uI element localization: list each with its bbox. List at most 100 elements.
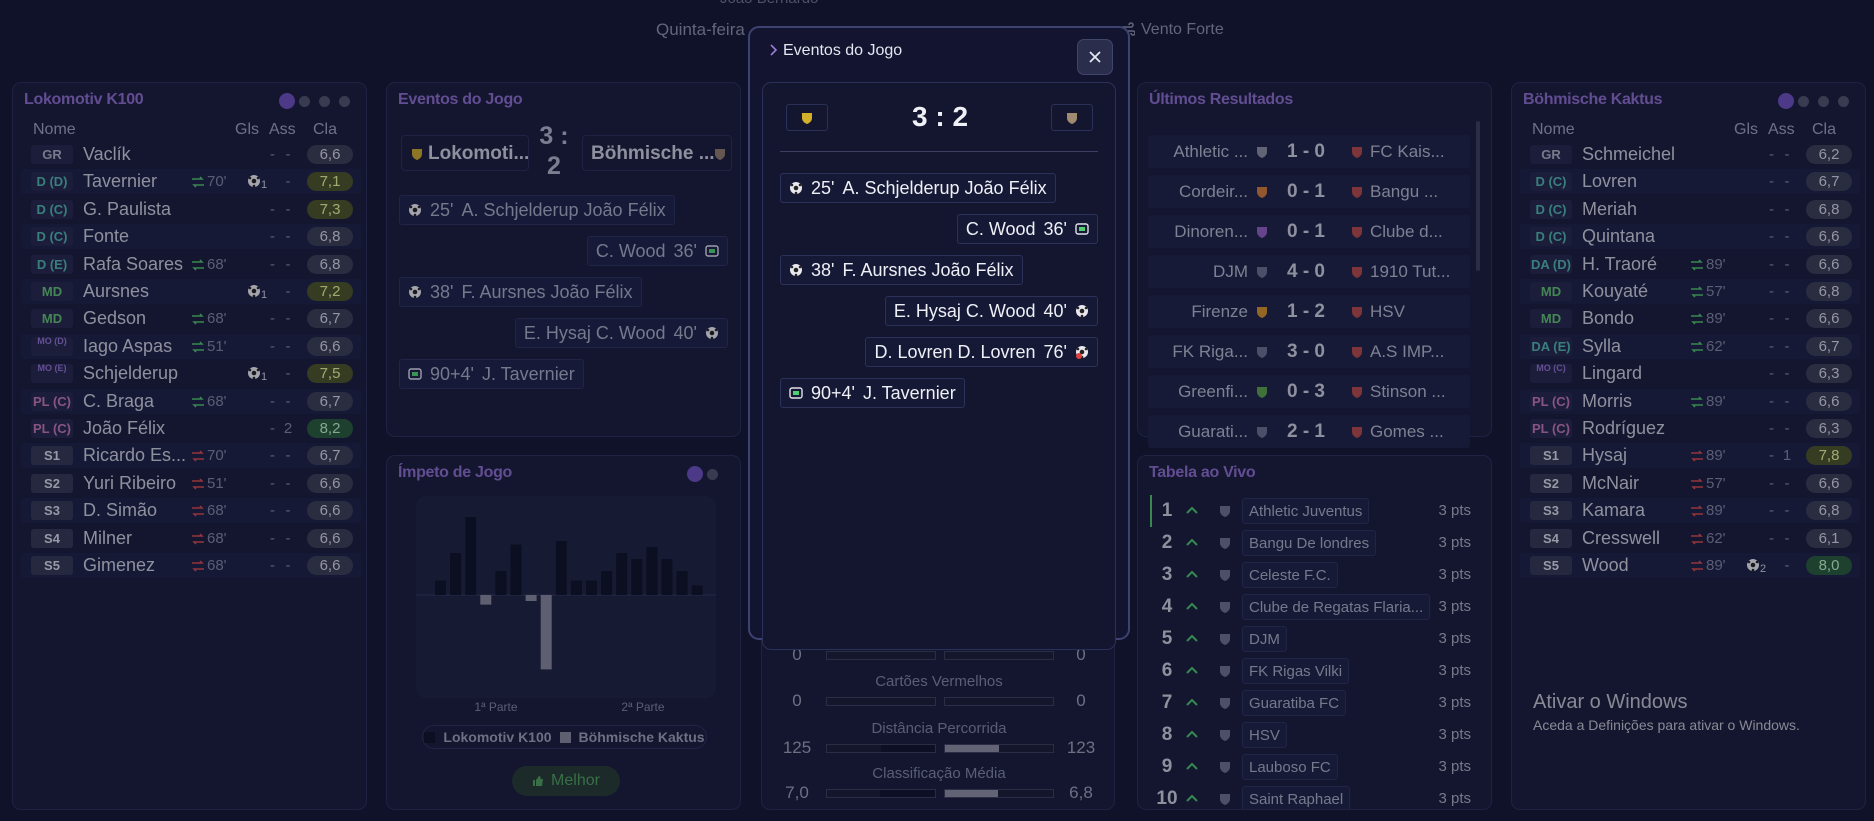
up-icon-part [1186, 762, 1198, 770]
player-name: Gedson [83, 308, 147, 329]
leader-mark [1150, 495, 1152, 527]
ball-icon-part [1747, 560, 1751, 564]
goals: - [1769, 529, 1774, 547]
sub-minute: 70' [207, 173, 227, 191]
legend-label: Böhmische Kaktus [578, 729, 705, 745]
panel-title: Tabela ao Vivo [1149, 464, 1256, 481]
sub-icon [1691, 505, 1703, 517]
position-badge: D (E) [31, 254, 73, 274]
sub-icon-part [192, 176, 204, 188]
result-score: 4 - 0 [1286, 261, 1326, 282]
rating: 6,6 [307, 145, 353, 164]
player-name: Schjelderup [83, 363, 179, 384]
chart-background [416, 496, 716, 698]
sub-icon-part [192, 560, 204, 572]
column-header: Ass [269, 121, 296, 138]
goal-count: 1 [261, 371, 268, 384]
up-icon [1186, 634, 1198, 642]
away-team-box: Böhmische ... [582, 135, 732, 171]
crest-icon-part [1352, 347, 1362, 358]
close-button[interactable] [1077, 39, 1113, 75]
position-badge: GR [1530, 145, 1572, 164]
crest-icon-part [1352, 147, 1362, 158]
assists: - [285, 529, 291, 547]
rating: 6,6 [307, 473, 353, 493]
sub-icon [192, 560, 204, 572]
up-icon [1186, 666, 1198, 674]
player-name: João Félix [83, 418, 166, 438]
ball-icon-part [709, 330, 715, 336]
ball-icon-part [1750, 562, 1756, 568]
momentum-bar [480, 595, 492, 605]
column-header: Nome [1532, 121, 1575, 138]
position-badge: MD [1530, 309, 1572, 329]
away-team: Böhmische ... [591, 143, 715, 164]
momentum-bar [525, 595, 537, 601]
up-icon [1186, 538, 1198, 546]
ball-icon-part [1080, 314, 1084, 318]
table-pos: 2 [1161, 532, 1173, 553]
goals: - [270, 310, 275, 328]
legend-swatch [559, 731, 571, 743]
player-name: Rafa Soares [83, 253, 184, 274]
crest-icon-part [1220, 762, 1230, 773]
page-dot [299, 96, 310, 107]
player-name: Aursnes [83, 281, 150, 301]
event-item: D. Lovren D. Lovren 76' [865, 337, 1098, 367]
player-row: S3 D. Simão 68' - -6,6 [21, 498, 361, 524]
half-label: 1ª Parte [474, 700, 518, 714]
crest-icon [1220, 602, 1230, 613]
player-row: D (C) Quintana - -6,6 [1520, 224, 1860, 250]
player-row: S4 Cresswell 62' - -6,1 [1520, 525, 1860, 551]
ball-icon [248, 285, 260, 298]
player-name: Bondo [1582, 308, 1635, 329]
ball-icon-part [714, 328, 718, 332]
best-button[interactable]: Melhor [512, 766, 620, 796]
event-minute: 38' [430, 281, 454, 302]
stat-home: 7,0 [785, 783, 809, 802]
result-row: Guarati... 2 - 1 Gomes ... [1148, 415, 1470, 448]
goals: - [1769, 502, 1774, 520]
event-minute: 90+4' [811, 382, 855, 403]
position-badge: S5 [31, 556, 73, 575]
position-badge: S2 [31, 473, 73, 493]
stat-track [826, 789, 936, 798]
sub-icon [192, 505, 204, 517]
stat-home: 125 [782, 738, 812, 757]
home-team: DJM [1213, 262, 1248, 281]
crest-icon-part [1220, 730, 1230, 741]
player-row: D (C) Fonte - -6,8 [21, 224, 361, 250]
position-badge: MO (D) [31, 336, 73, 356]
rating: 6,6 [307, 336, 353, 356]
ball-icon-part [417, 205, 421, 209]
player-row: MD Bondo 89' - -6,6 [1520, 306, 1860, 332]
goals: - [270, 255, 275, 273]
match-date: Quinta-feira [656, 20, 745, 39]
player-name: Fonte [83, 226, 130, 247]
sub-icon [192, 313, 204, 325]
position-badge: D (C) [1530, 199, 1572, 219]
rating: 6,8 [1806, 501, 1852, 521]
up-icon-part [1186, 570, 1198, 578]
player-row: MO (C) Lingard - -6,3 [1520, 361, 1860, 387]
momentum-bar [646, 547, 658, 595]
table-points: 3 pts [1438, 534, 1471, 551]
home-team: Firenze [1191, 302, 1248, 321]
home-team-box: Lokomoti... [401, 135, 529, 171]
assists: - [1784, 310, 1790, 328]
ball-icon-part [1084, 347, 1088, 351]
stat-away: 0 [1076, 691, 1086, 710]
home-team: FK Riga... [1172, 342, 1248, 361]
event-item: 38' F. Aursnes João Félix [399, 277, 642, 307]
player-row: S1 Ricardo Es... 70' - -6,7 [21, 443, 361, 469]
table-pos: 8 [1161, 724, 1173, 745]
rating: 6,7 [307, 391, 353, 411]
goals: - [1769, 310, 1774, 328]
event-item: 90+4' J. Tavernier [780, 378, 965, 408]
sub-minute: 89' [1706, 557, 1726, 574]
sub-icon-part [192, 478, 204, 490]
player-row: S5 Wood 89' 2 -8,0 [1520, 553, 1860, 578]
position-badge: PL (C) [1530, 419, 1572, 438]
crest-icon-part [1220, 666, 1230, 677]
